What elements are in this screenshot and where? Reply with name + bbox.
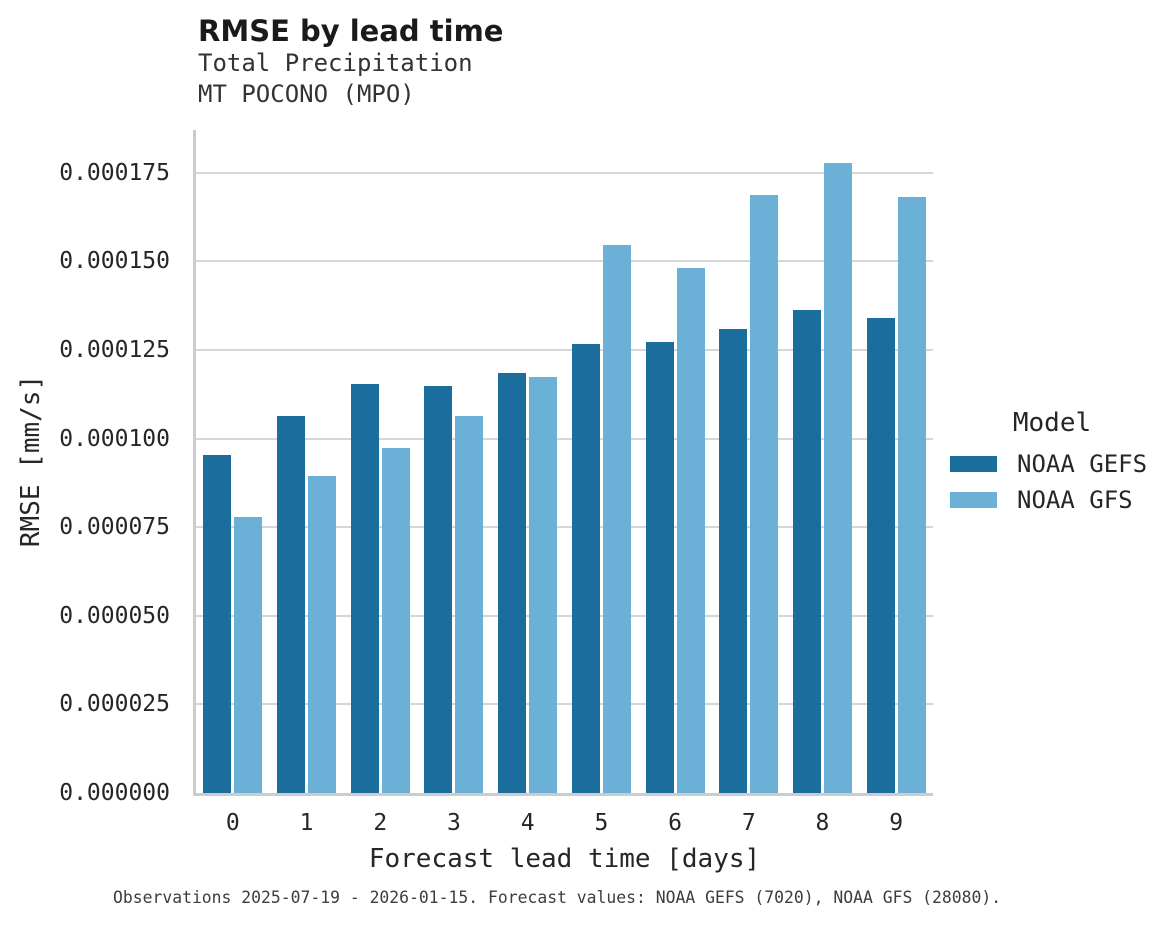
bar-group-day-2 [343,130,417,793]
y-axis-tick-labels: 0.000000 0.000025 0.000050 0.000075 0.000100… [0,130,170,806]
gridline [196,260,933,263]
x-tick-label: 2 [373,810,388,836]
y-tick-label: 0.000125 [59,337,170,364]
x-axis-tick-labels: 0 1 2 3 4 5 6 7 8 9 [196,810,933,836]
bar-noaa-gfs-day-2 [381,447,410,793]
bar-noaa-gefs-day-8 [792,310,821,793]
x-tick-label: 3 [447,810,461,836]
x-tick-label: 4 [520,810,535,836]
bar-noaa-gefs-day-1 [277,415,306,793]
bar-group-day-5 [565,130,639,793]
bar-noaa-gefs-day-7 [719,328,748,793]
bar-noaa-gfs-day-4 [529,376,558,793]
legend-row: NOAA GFS [950,482,1154,518]
x-axis-label: Forecast lead time [days] [368,844,761,874]
bar-group-day-3 [417,130,491,793]
bar-group-day-8 [786,130,860,793]
legend-swatch [950,492,997,508]
gridline [196,349,933,352]
gridline [196,614,933,617]
bar-noaa-gefs-day-5 [571,344,600,793]
bar-noaa-gefs-day-0 [203,454,232,793]
bar-group-day-7 [712,130,786,793]
bar-group-day-4 [491,130,565,793]
bar-noaa-gfs-day-1 [308,475,337,793]
gridline [196,171,933,174]
bar-noaa-gfs-day-7 [750,194,779,793]
legend-swatch [950,456,997,472]
gridline [196,703,933,706]
bar-noaa-gfs-day-8 [823,162,852,793]
bar-noaa-gefs-day-2 [350,383,379,793]
bar-noaa-gfs-day-6 [676,267,705,793]
y-tick-label: 0.000025 [59,691,170,718]
legend-label: NOAA GFS [1017,486,1133,514]
bar-noaa-gfs-day-9 [897,196,926,793]
y-tick-label: 0.000050 [59,602,170,629]
x-tick-label: 6 [668,810,682,836]
bar-noaa-gfs-day-5 [602,244,631,793]
legend: Model NOAA GEFS NOAA GFS [950,408,1154,518]
legend-title: Model [1012,408,1092,438]
legend-items: NOAA GEFS NOAA GFS [950,446,1154,518]
caption: Observations 2025-07-19 - 2026-01-15. Fo… [113,888,1002,907]
bar-group-day-9 [859,130,933,793]
chart-subtitle-station: MT POCONO (MPO) [198,80,415,108]
bar-noaa-gefs-day-6 [645,342,674,793]
bar-noaa-gfs-day-0 [234,516,263,793]
x-tick-label: 1 [299,810,314,836]
bar-noaa-gefs-day-9 [866,318,895,793]
chart-title: RMSE by lead time [198,14,504,48]
chart-subtitle-variable: Total Precipitation [198,49,473,77]
bar-noaa-gfs-day-3 [455,415,484,793]
bar-noaa-gefs-day-4 [498,373,527,793]
plot-area [193,130,933,796]
bar-group-day-1 [270,130,344,793]
x-tick-label: 5 [594,810,609,836]
gridline [196,526,933,529]
y-tick-label: 0.000100 [59,425,170,452]
legend-row: NOAA GEFS [950,446,1154,482]
gridline [196,437,933,440]
bar-group-day-0 [196,130,270,793]
bars-layer [196,130,933,793]
legend-label: NOAA GEFS [1017,450,1148,478]
y-tick-label: 0.000075 [59,514,170,541]
bar-noaa-gefs-day-3 [424,385,453,793]
y-tick-label: 0.000175 [59,159,170,186]
y-tick-label: 0.000150 [59,248,170,275]
y-tick-label: 0.000000 [59,780,170,806]
x-tick-label: 8 [815,810,830,836]
bar-group-day-6 [638,130,712,793]
x-tick-label: 0 [225,810,240,836]
x-tick-label: 9 [889,810,904,836]
x-tick-label: 7 [741,810,756,836]
